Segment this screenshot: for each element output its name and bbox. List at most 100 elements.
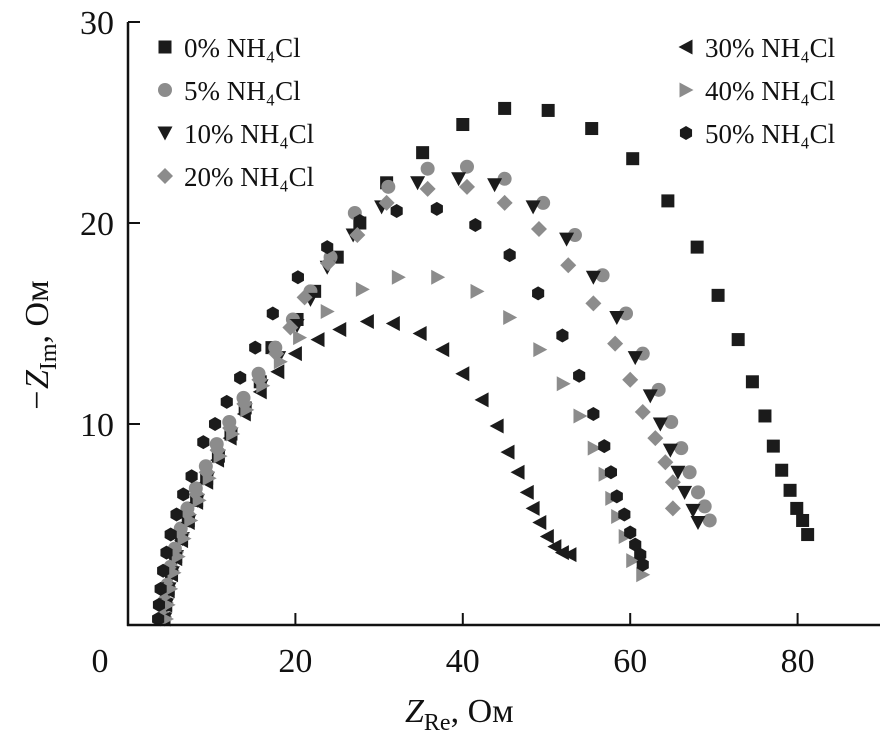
data-point — [240, 402, 255, 418]
data-point — [152, 597, 166, 612]
data-point — [332, 322, 347, 338]
data-point — [185, 469, 198, 484]
data-point — [349, 227, 366, 244]
data-point — [547, 539, 562, 555]
data-point — [796, 513, 810, 527]
data-point — [293, 330, 308, 346]
legend: 0% NH₄Cl 5% NH₄Cl 10% NH₄Cl 20% NH₄Cl 30% NH… — [157, 33, 835, 192]
data-point — [435, 342, 450, 358]
data-point — [249, 340, 262, 355]
data-point — [170, 507, 183, 522]
series-30-percent — [156, 313, 577, 627]
data-point — [213, 448, 228, 464]
data-point — [378, 194, 395, 211]
data-point — [430, 201, 443, 216]
data-point — [559, 232, 575, 247]
data-point — [642, 389, 658, 404]
legend-marker-triangle-down-icon — [157, 126, 173, 141]
data-point — [419, 180, 436, 197]
data-point — [690, 485, 705, 500]
data-point — [652, 417, 668, 432]
data-point — [624, 525, 637, 540]
data-point — [320, 255, 337, 272]
data-point — [410, 176, 426, 191]
data-point — [627, 351, 643, 366]
data-point — [458, 178, 475, 195]
data-point — [270, 364, 285, 380]
data-point — [498, 101, 512, 115]
data-point — [554, 545, 569, 561]
legend-marker-triangle-left-icon — [678, 39, 693, 55]
data-point — [310, 332, 325, 348]
data-point — [503, 309, 518, 325]
data-point — [416, 146, 430, 160]
data-point — [500, 444, 515, 460]
data-point — [536, 195, 551, 210]
legend-item: 40% NH₄Cl — [679, 76, 835, 106]
legend-marker-diamond-icon — [157, 168, 173, 184]
data-point — [587, 440, 602, 456]
data-points — [152, 101, 815, 627]
data-point — [456, 118, 470, 132]
data-point — [662, 443, 678, 458]
x-axis-title: ZRe, Ом — [405, 693, 514, 736]
data-point — [226, 426, 241, 442]
data-point — [487, 178, 503, 193]
data-point — [321, 240, 334, 255]
axis-ticks: 0 20 40 60 80 10 20 30 — [80, 5, 815, 680]
data-point — [154, 581, 167, 596]
data-point — [474, 392, 489, 408]
data-point — [664, 500, 681, 517]
data-point — [604, 465, 618, 480]
data-point — [661, 194, 675, 208]
data-point — [234, 370, 247, 385]
data-point — [171, 549, 186, 565]
x-tick-label: 80 — [781, 643, 815, 680]
data-point — [197, 435, 210, 450]
data-point — [381, 179, 396, 194]
data-point — [636, 567, 651, 583]
data-point — [562, 547, 577, 563]
data-point — [177, 487, 190, 502]
data-point — [161, 597, 176, 613]
data-point — [619, 306, 634, 321]
data-point — [489, 418, 504, 434]
series-5-percent — [156, 159, 717, 624]
series-40-percent — [160, 269, 651, 627]
y-tick-label: 10 — [80, 407, 114, 444]
data-point — [391, 269, 406, 285]
data-point — [677, 485, 693, 500]
data-point — [525, 500, 540, 516]
data-point — [192, 492, 207, 508]
data-point — [711, 288, 725, 302]
data-point — [629, 537, 642, 552]
legend-item: 10% NH₄Cl — [157, 119, 314, 149]
data-point — [556, 328, 569, 343]
data-point — [157, 563, 170, 578]
data-point — [598, 439, 611, 454]
data-point — [496, 194, 513, 211]
data-point — [766, 439, 780, 453]
legend-marker-square-icon — [158, 40, 172, 54]
data-point — [664, 474, 681, 491]
data-point — [291, 270, 304, 285]
legend-item: 5% NH₄Cl — [158, 76, 301, 106]
data-point — [790, 501, 804, 515]
data-point — [587, 406, 600, 421]
data-point — [451, 172, 467, 187]
data-point — [390, 203, 403, 218]
series-20-percent — [155, 178, 681, 625]
data-point — [618, 507, 631, 522]
data-point — [353, 213, 366, 228]
data-point — [626, 152, 640, 166]
x-tick-label: 0 — [92, 643, 109, 680]
x-tick-label: 20 — [278, 643, 312, 680]
data-point — [556, 376, 571, 392]
data-point — [266, 306, 279, 321]
data-point — [585, 270, 601, 285]
data-point — [585, 295, 602, 312]
data-point — [202, 470, 217, 486]
data-point — [287, 346, 302, 362]
data-point — [359, 313, 374, 329]
